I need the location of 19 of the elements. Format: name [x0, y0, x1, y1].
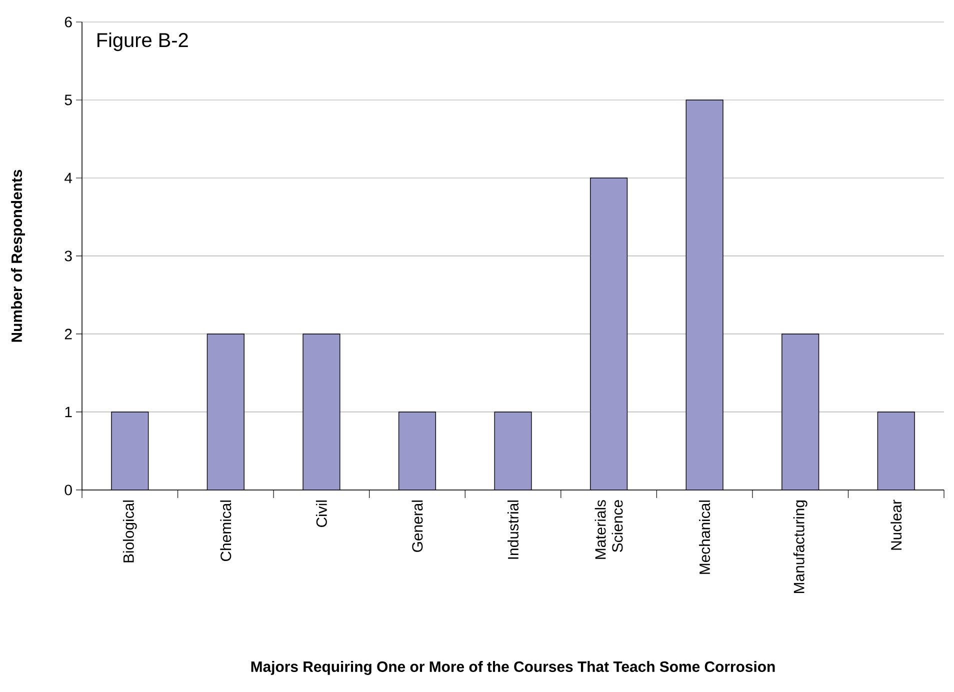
x-tick-label: Manufacturing [793, 500, 808, 593]
x-tick-label: Chemical [220, 500, 232, 562]
x-tick-label: Industrial [508, 500, 518, 559]
x-tick-label: Biological [122, 500, 137, 562]
x-tick-label: Materials Science [594, 500, 623, 559]
x-axis-title: Majors Requiring One or More of the Courses That Teach Some Corrosion [251, 660, 775, 675]
y-tick-label: 3 [64, 250, 72, 262]
y-tick-label: 1 [65, 406, 72, 418]
x-tick-label: General [412, 500, 423, 552]
x-tick-label: Nuclear [890, 500, 902, 550]
y-tick-label: 6 [64, 16, 72, 28]
y-tick-label: 2 [64, 328, 72, 340]
x-tick-label: Civil [316, 500, 327, 527]
x-tick-label: Mechanical [699, 500, 710, 574]
y-axis-title: Number of Respondents [11, 170, 25, 342]
y-tick-label: 4 [64, 172, 72, 184]
chart-title: Figure B-2 [98, 32, 188, 52]
y-tick-label: 0 [64, 484, 72, 496]
y-tick-label: 5 [64, 94, 72, 106]
